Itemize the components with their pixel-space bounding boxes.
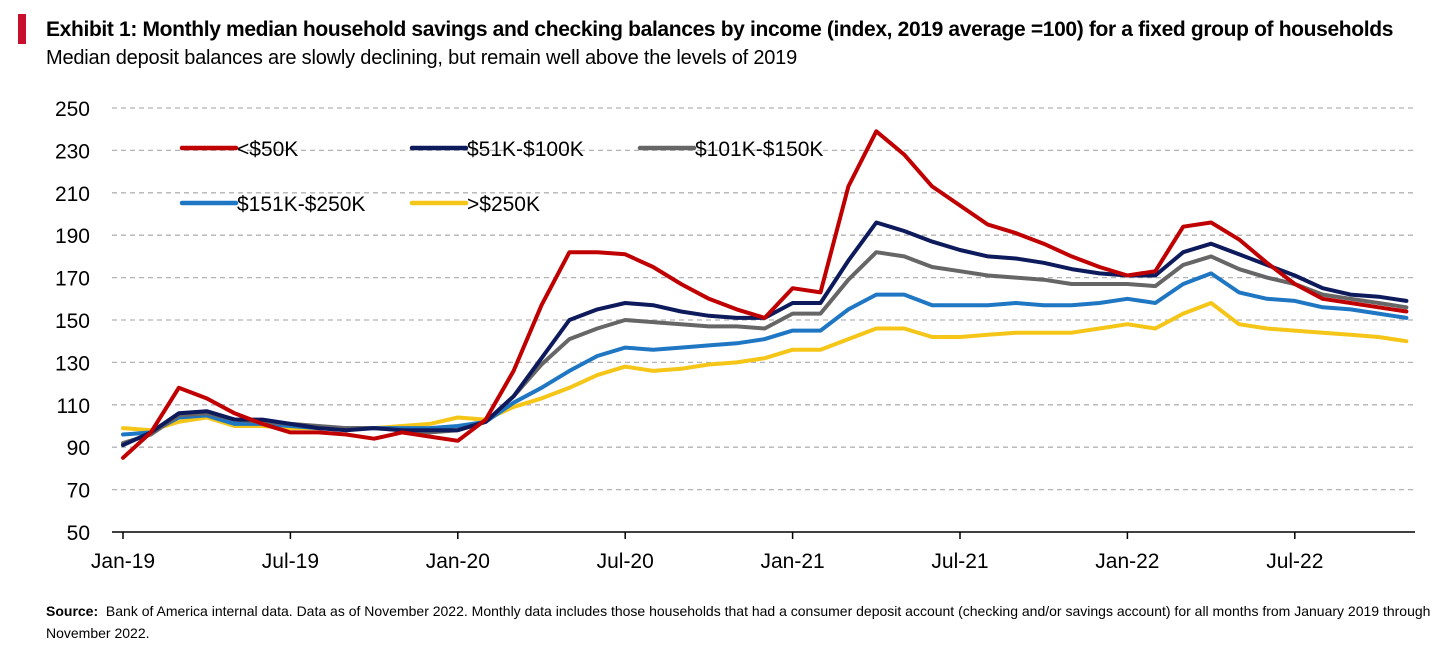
series-line-2 [121, 250, 1409, 445]
y-tick-label: 130 [55, 352, 90, 375]
y-tick-label: 50 [67, 522, 90, 545]
source-note: Source: Bank of America internal data. D… [46, 600, 1436, 644]
legend-label: <$50K [237, 138, 298, 161]
x-tick-label: Jan-20 [426, 550, 490, 573]
y-tick-label: 70 [67, 480, 90, 503]
x-tick-label: Jul-21 [931, 550, 988, 573]
title-accent-bar [18, 14, 26, 44]
y-tick-label: 90 [67, 437, 90, 460]
y-tick-label: 190 [55, 225, 90, 248]
y-tick-label: 250 [55, 98, 90, 121]
x-tick-label: Jul-20 [597, 550, 654, 573]
x-tick-label: Jul-19 [262, 550, 319, 573]
legend-label: $51K-$100K [467, 138, 584, 161]
x-tick-label: Jan-21 [760, 550, 824, 573]
source-label: Source: [46, 603, 99, 619]
x-tick-label: Jan-19 [91, 550, 155, 573]
y-tick-label: 230 [55, 140, 90, 163]
y-tick-label: 210 [55, 183, 90, 206]
chart-subtitle: Median deposit balances are slowly decli… [46, 47, 798, 69]
series-line-4 [121, 301, 1409, 433]
y-tick-label: 110 [57, 395, 90, 418]
source-text: Bank of America internal data. Data as o… [46, 603, 1431, 641]
legend-label: $151K-$250K [237, 193, 365, 216]
y-tick-label: 150 [55, 310, 90, 333]
y-tick-label: 170 [55, 268, 90, 291]
legend-label: $101K-$150K [695, 138, 823, 161]
series-line-0 [121, 129, 1409, 460]
x-tick-label: Jul-22 [1266, 550, 1323, 573]
legend-label: >$250K [467, 193, 540, 216]
series-line-3 [121, 271, 1409, 437]
chart-title: Exhibit 1: Monthly median household savi… [46, 18, 1394, 41]
x-tick-label: Jan-22 [1095, 550, 1159, 573]
